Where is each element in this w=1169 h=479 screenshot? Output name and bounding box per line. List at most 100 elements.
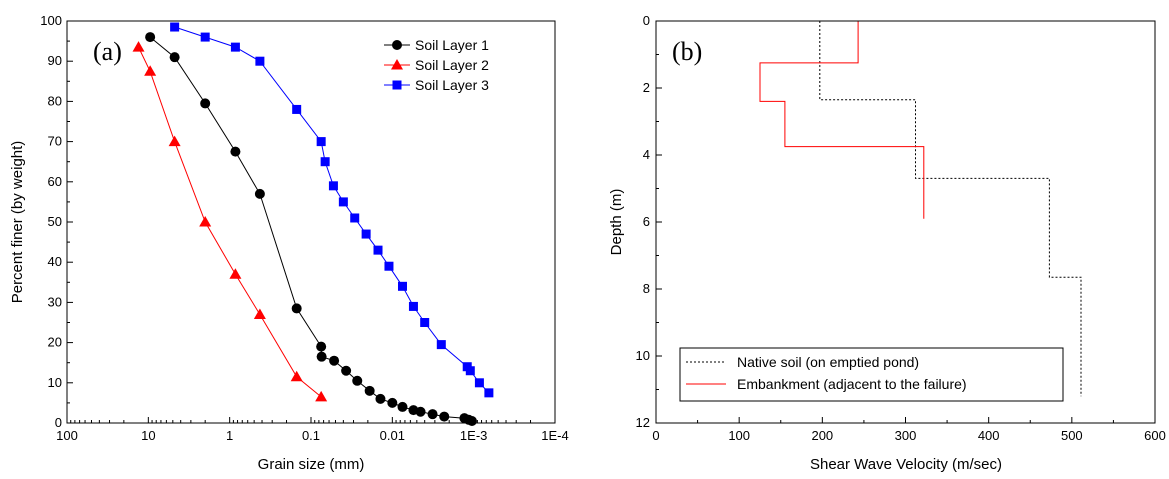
y-tick-label: 10	[636, 348, 650, 363]
data-point	[427, 409, 438, 420]
series-2-line	[759, 21, 925, 219]
y-tick-label: 0	[643, 13, 650, 28]
x-tick-label: 1E-4	[541, 428, 568, 443]
x-tick-label: 100	[56, 428, 78, 443]
data-point	[230, 146, 241, 157]
data-point	[290, 370, 303, 382]
chart-a-legend: Soil Layer 1 Soil Layer 2 Soil Layer 3	[384, 37, 489, 93]
x-tick-label: 500	[1061, 428, 1083, 443]
legend-label: Soil Layer 1	[415, 37, 489, 53]
legend-label: Embankment (adjacent to the failure)	[737, 376, 967, 392]
x-tick-label: 100	[728, 428, 750, 443]
data-point	[329, 355, 340, 366]
data-point	[387, 397, 398, 408]
data-point	[350, 213, 360, 223]
series-1	[145, 32, 477, 426]
y-tick-label: 4	[643, 147, 650, 162]
chart-b-panel-label: (b)	[672, 37, 702, 66]
data-point	[397, 281, 407, 291]
data-point	[315, 390, 328, 402]
data-point	[420, 318, 430, 327]
data-point	[364, 385, 375, 396]
y-tick-label: 12	[636, 415, 650, 430]
data-point	[328, 181, 338, 191]
chart-a-y-ticks: 0 10 20 30 40 50 60 70 80 90 100	[40, 13, 73, 430]
y-tick-label: 0	[55, 415, 62, 430]
data-point	[341, 365, 352, 376]
data-point	[144, 65, 157, 76]
data-point	[484, 388, 494, 398]
chart-a-panel-label: (a)	[93, 37, 122, 66]
series-3	[170, 22, 494, 398]
y-tick-label: 40	[48, 254, 62, 269]
data-point	[292, 104, 302, 114]
series-1-line	[819, 21, 1082, 397]
x-tick-label: 200	[811, 428, 833, 443]
chart-b-y-axis-title: Depth (m)	[608, 189, 625, 256]
data-point	[200, 32, 210, 42]
data-point	[352, 375, 363, 386]
data-point	[229, 268, 242, 279]
series-line	[149, 36, 473, 422]
y-tick-label: 6	[643, 214, 650, 229]
data-point	[338, 197, 348, 207]
data-point	[375, 393, 386, 404]
y-tick-label: 30	[48, 294, 62, 309]
data-point	[415, 406, 426, 417]
x-tick-label: 300	[895, 428, 917, 443]
legend-marker	[392, 80, 402, 90]
y-tick-label: 50	[48, 214, 62, 229]
legend-box	[679, 347, 1064, 402]
chart-a: 100 10 1 0.1 0.01 1E-3 1E-4 0 10 20 30 40 50 60 70 80 9…	[9, 13, 569, 473]
y-tick-label: 2	[643, 80, 650, 95]
y-tick-label: 8	[643, 281, 650, 296]
data-point	[373, 245, 383, 255]
x-tick-label: 1	[226, 428, 233, 443]
data-point	[255, 56, 265, 66]
data-point	[200, 98, 211, 109]
data-point	[145, 32, 156, 43]
x-tick-label: 0.1	[302, 428, 320, 443]
data-point	[474, 378, 484, 388]
series-2	[132, 41, 328, 402]
legend-label: Soil Layer 2	[415, 57, 489, 73]
x-tick-label: 400	[978, 428, 1000, 443]
chart-a-series-layer	[132, 22, 494, 426]
y-tick-label: 60	[48, 174, 62, 189]
data-point	[253, 308, 266, 319]
data-point	[436, 340, 446, 350]
data-point	[320, 157, 330, 167]
data-point	[316, 341, 327, 352]
x-tick-label: 600	[1144, 428, 1166, 443]
x-tick-label: 1E-3	[460, 428, 487, 443]
data-point	[291, 303, 302, 314]
chart-a-x-axis-title: Grain size (mm)	[258, 456, 365, 473]
chart-a-y-axis-title: Percent finer (by weight)	[9, 141, 26, 304]
data-point	[466, 415, 477, 426]
series-line	[138, 46, 322, 398]
legend-label: Soil Layer 3	[415, 77, 489, 93]
data-point	[397, 401, 408, 412]
legend-marker	[392, 40, 402, 50]
data-point	[361, 229, 371, 239]
data-point	[170, 22, 180, 32]
x-tick-label: 0	[652, 428, 659, 443]
y-tick-label: 100	[40, 13, 62, 28]
data-point	[316, 351, 327, 362]
chart-b: 0 100 200 300 400 500 600 0 2 4 6 8 10 12 (b) Shear …	[608, 13, 1166, 473]
data-point	[132, 41, 145, 52]
y-tick-label: 70	[48, 134, 62, 149]
data-point	[465, 366, 475, 376]
data-point	[169, 52, 180, 63]
data-point	[199, 216, 212, 227]
chart-b-x-axis-title: Shear Wave Velocity (m/sec)	[810, 456, 1002, 473]
chart-b-series-layer	[759, 21, 1082, 397]
y-tick-label: 90	[48, 53, 62, 68]
data-point	[168, 135, 181, 147]
data-point	[439, 411, 450, 422]
chart-b-legend: Native soil (on emptied pond) Embankment …	[679, 347, 1064, 402]
data-point	[408, 301, 418, 311]
y-tick-label: 20	[48, 335, 62, 350]
x-tick-label: 10	[141, 428, 155, 443]
